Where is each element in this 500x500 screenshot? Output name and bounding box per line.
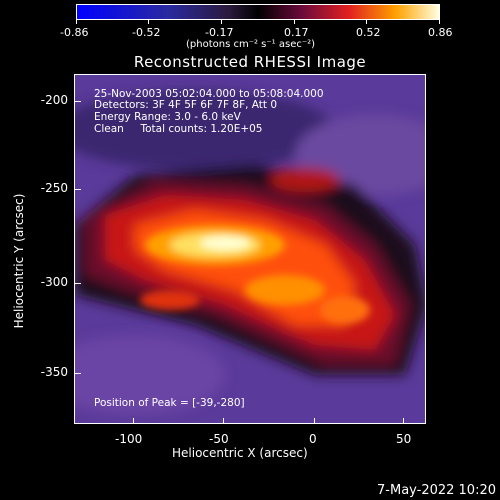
energy-range-label: Energy Range: 3.0 - 6.0 keV <box>94 111 241 123</box>
y-tick: -350 <box>40 365 68 379</box>
y-tick: -250 <box>40 181 68 195</box>
x-tick: 50 <box>396 432 412 446</box>
method-counts-label: Clean Total counts: 1.20E+05 <box>94 123 263 135</box>
y-tick: -300 <box>40 275 68 289</box>
detectors-label: Detectors: 3F 4F 5F 6F 7F 8F, Att 0 <box>94 99 278 111</box>
y-tick-wrap: -350 <box>20 365 68 385</box>
rhessi-image <box>74 74 426 424</box>
colorbar-tick: 0.52 <box>356 26 381 39</box>
colorbar-tick: -0.52 <box>132 26 161 39</box>
x-tick: -100 <box>115 432 143 446</box>
time-range-label: 25-Nov-2003 05:02:04.000 to 05:08:04.000 <box>94 88 324 100</box>
colorbar-units: (photons cm⁻² s⁻¹ asec⁻²) <box>186 39 316 50</box>
y-tick-wrap: -300 <box>20 275 68 295</box>
colorbar-tick: 0.86 <box>428 26 453 39</box>
x-axis-label: Heliocentric X (arcsec) <box>172 446 308 460</box>
y-tick-wrap: -200 <box>20 93 68 113</box>
colorbar-tick: -0.17 <box>205 26 234 39</box>
y-axis-label: Heliocentric Y (arcsec) <box>12 193 26 329</box>
x-tick: -50 <box>209 432 229 446</box>
colorbar <box>76 4 440 20</box>
y-tick: -200 <box>40 93 68 107</box>
date-stamp: 7-May-2022 10:20 <box>377 483 496 498</box>
x-tick: 0 <box>309 432 317 446</box>
colorbar-tick: 0.17 <box>284 26 309 39</box>
peak-position-label: Position of Peak = [-39,-280] <box>94 397 245 409</box>
rhessi-image-heatmap <box>75 75 425 423</box>
y-tick-wrap: -250 <box>20 181 68 201</box>
colorbar-tick: -0.86 <box>60 26 89 39</box>
plot-title: Reconstructed RHESSI Image <box>133 53 367 71</box>
